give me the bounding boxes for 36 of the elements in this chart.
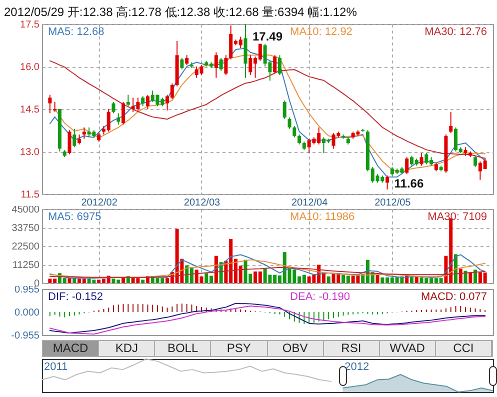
tab: KDJ — [99, 341, 156, 356]
y-tick-label: 13.0 — [20, 147, 40, 158]
y-tick-label: 14.5 — [20, 104, 40, 116]
tab: MACD — [43, 341, 100, 356]
text: MA10: 11986 — [290, 211, 355, 223]
text: MA5: 6975 — [48, 211, 102, 223]
x-tick-label: 2012/03 — [184, 198, 221, 208]
text: MA30: 12.76 — [424, 26, 487, 38]
x-tick-label: 2012/04 — [291, 198, 328, 208]
y-tick-label: 22500 — [12, 242, 40, 252]
annotation: 2011 — [44, 361, 68, 373]
text: MA30: 7109 — [428, 211, 487, 223]
tab: CCI — [436, 341, 492, 356]
annotation: 17.49 — [252, 29, 283, 44]
text: MA10: 12.92 — [290, 26, 352, 38]
y-tick-label: 11.5 — [20, 190, 40, 200]
text: MA5: 12.68 — [48, 26, 104, 38]
x-tick-label: 2012/02 — [81, 198, 118, 208]
y-tick-label: 17.5 — [20, 20, 40, 30]
x-tick-label: 2012/05 — [374, 198, 412, 208]
y-tick-label: 33750 — [12, 223, 40, 234]
annotation: 2012 — [344, 361, 370, 373]
y-tick-label: 16.0 — [20, 62, 40, 73]
series-label: MACD: 0.077 — [420, 291, 487, 303]
chart-title: 2012/05/29 开:12.38 高:12.78 低:12.38 收:12.68 量:6394 幅:1.12% — [4, 5, 358, 19]
series-label: DEA: -0.190 — [290, 291, 350, 303]
text: DIF: -0.152 — [48, 291, 104, 303]
tab: WVAD — [380, 341, 436, 356]
y-tick-label: 0.000 — [14, 308, 40, 318]
y-tick-label: 11250 — [12, 260, 40, 271]
tab: RSI — [324, 341, 380, 356]
annotation: 11.66 — [394, 176, 424, 190]
y-tick-label: -0.955 — [11, 330, 40, 342]
tab: PSY — [211, 341, 268, 356]
tab: BOLL — [155, 341, 212, 356]
tab: OBV — [268, 341, 324, 356]
